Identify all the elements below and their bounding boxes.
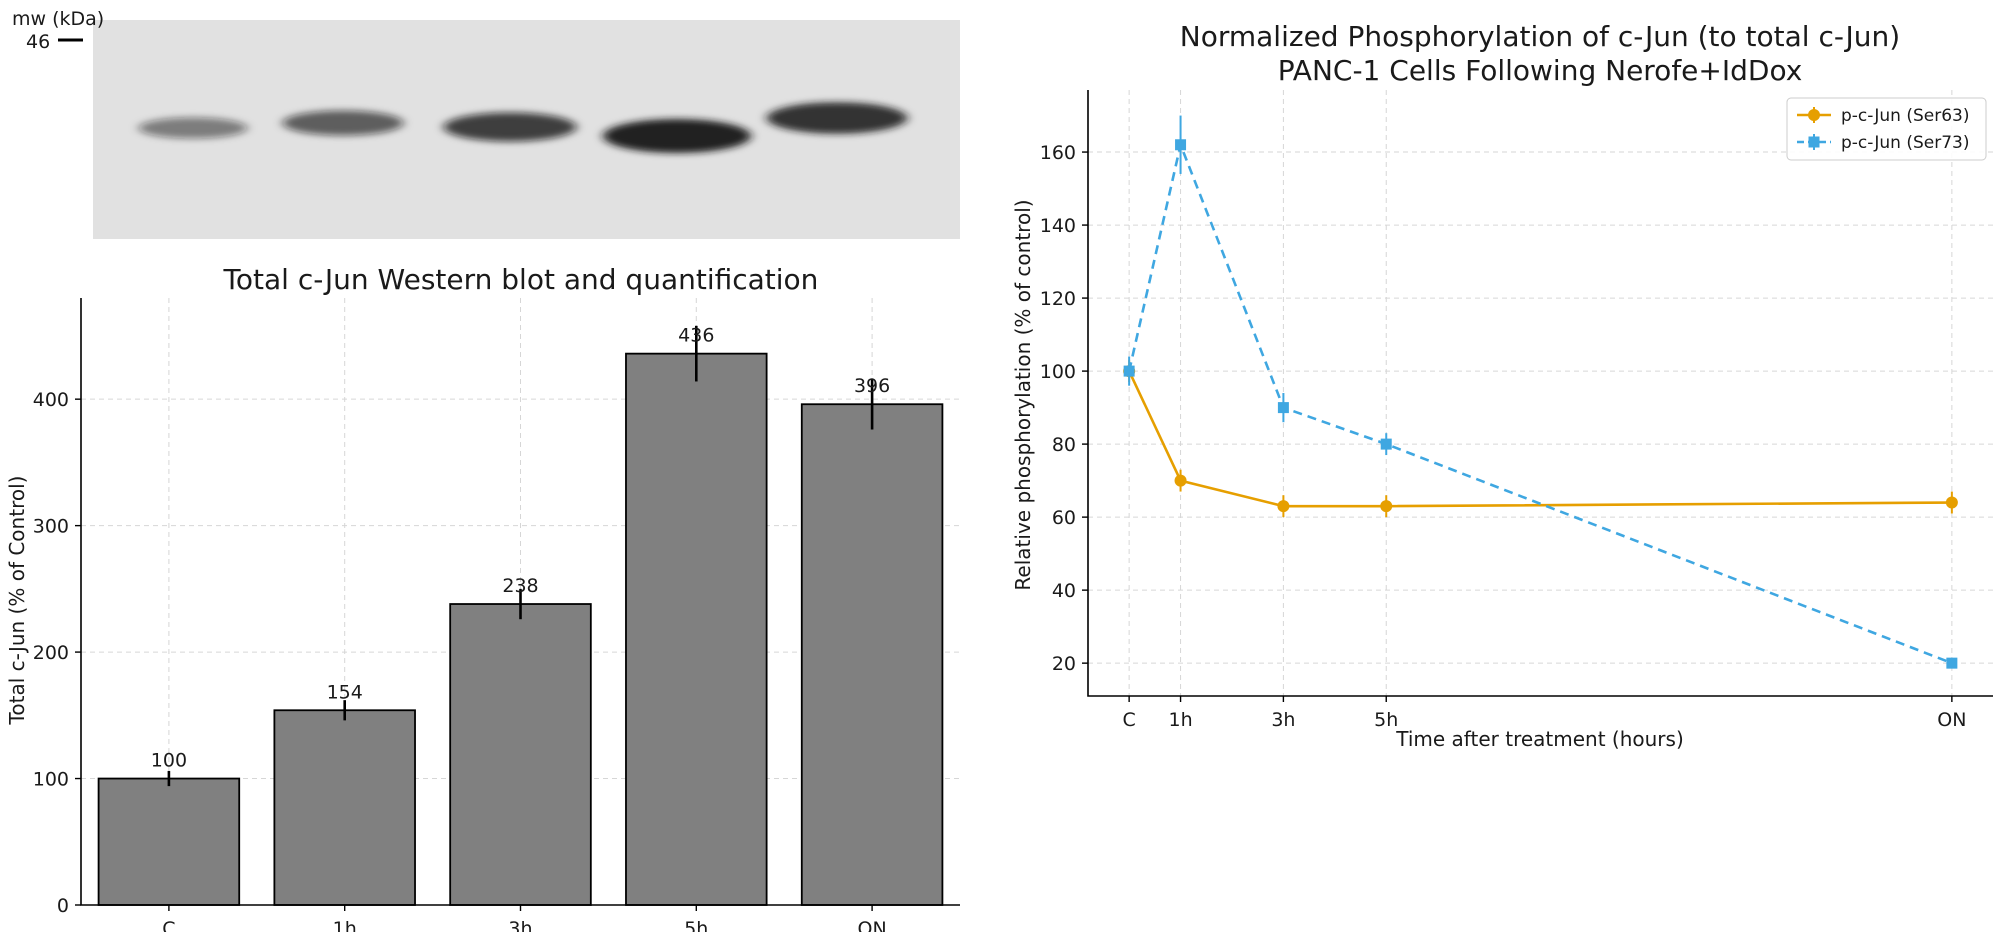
bar-x-tick-label: 1h: [333, 918, 357, 932]
line-chart-y-ticks: 20 40 60 80 100 120 140 160: [1040, 142, 1088, 675]
series-point: [1174, 474, 1187, 487]
bar-chart-total-c-jun: Total c-Jun Western blot and quantificat…: [5, 263, 960, 932]
series-point: [1277, 500, 1290, 513]
bar-x-tick-label: 5h: [684, 918, 708, 932]
bar-1h: [273, 709, 416, 906]
series-point: [1380, 500, 1393, 513]
line-chart-x-ticks: C 1h 3h 5h ON: [1122, 696, 1966, 731]
line-chart-legend: p-c-Jun (Ser63) p-c-Jun (Ser73): [1786, 97, 1987, 161]
line-x-tick-label: 1h: [1168, 709, 1192, 731]
legend-marker: [1808, 136, 1820, 148]
blot-band: [282, 110, 404, 136]
line-chart-y-axis-label: Relative phosphorylation (% of control): [1011, 199, 1035, 590]
blot-band: [603, 119, 751, 153]
bar-x-tick-label: C: [162, 918, 175, 932]
blot-bands: [138, 102, 908, 153]
bar-value-label: 396: [854, 375, 890, 397]
line-y-tick-label: 80: [1052, 434, 1076, 456]
legend-frame: [1786, 97, 1987, 161]
line-y-tick-label: 120: [1040, 288, 1076, 310]
bar-chart-y-ticks: 0 100 200 300 400: [33, 389, 81, 917]
series-ser63: [1123, 360, 1958, 518]
line-chart-phosphorylation: Normalized Phosphorylation of c-Jun (to …: [1011, 20, 1993, 751]
bar-y-tick-label: 100: [33, 769, 69, 791]
line-y-tick-label: 40: [1052, 580, 1076, 602]
legend-entry-label: p-c-Jun (Ser63): [1841, 106, 1969, 126]
series-point: [1277, 402, 1289, 414]
bar-x-tick-label: ON: [858, 918, 887, 932]
legend-marker: [1808, 109, 1820, 121]
line-x-tick-label: C: [1122, 709, 1135, 731]
bar-value-label: 436: [678, 325, 714, 347]
bar-value-label: 100: [151, 750, 187, 772]
western-blot-image: mw (kDa) 46: [12, 8, 960, 239]
bar-y-tick-label: 0: [57, 895, 69, 917]
series-line: [1127, 140, 1953, 665]
bar-chart-error-bars: [167, 325, 874, 787]
blot-band: [138, 117, 248, 139]
bar-x-tick-label: 3h: [508, 918, 532, 932]
bar-on: [800, 403, 944, 906]
series-line: [1127, 370, 1952, 508]
line-chart-series: [1123, 115, 1958, 669]
series-point: [1945, 496, 1958, 509]
bar-y-tick-label: 300: [33, 516, 69, 538]
bar-y-tick-label: 400: [33, 389, 69, 411]
line-y-tick-label: 140: [1040, 215, 1076, 237]
line-y-tick-label: 100: [1040, 361, 1076, 383]
bar-y-tick-label: 200: [33, 642, 69, 664]
bar-chart-title: Total c-Jun Western blot and quantificat…: [223, 263, 819, 296]
line-x-tick-label: 5h: [1374, 709, 1398, 731]
series-point: [1123, 365, 1135, 377]
bar-value-label: 238: [502, 575, 538, 597]
line-x-tick-label: ON: [1937, 709, 1966, 731]
bar-value-label: 154: [327, 681, 363, 703]
line-chart-subtitle: PANC-1 Cells Following Nerofe+IdDox: [1278, 54, 1803, 87]
bar-5h: [625, 352, 768, 906]
line-axis-lines: [1087, 90, 1993, 697]
series-point: [1946, 657, 1958, 669]
bar-chart-y-axis-label: Total c-Jun (% of Control): [5, 476, 29, 726]
line-y-tick-label: 160: [1040, 142, 1076, 164]
line-x-tick-label: 3h: [1271, 709, 1295, 731]
legend-entry-label: p-c-Jun (Ser73): [1841, 133, 1969, 153]
bar-3h: [449, 603, 592, 906]
blot-band: [766, 102, 908, 134]
bar-c: [97, 777, 241, 906]
mw-marker-value: 46: [26, 31, 50, 53]
line-chart-grid: [1088, 90, 1993, 696]
line-y-tick-label: 60: [1052, 507, 1076, 529]
line-chart-axes: [1087, 90, 1993, 697]
line-chart-x-axis-label: Time after treatment (hours): [1395, 727, 1684, 751]
bar-chart-value-labels: 100 154 238 436 396: [151, 325, 890, 772]
mw-label: mw (kDa): [12, 8, 104, 30]
blot-band: [443, 112, 577, 142]
bar-chart-x-ticks: C 1h 3h 5h ON: [162, 905, 887, 932]
line-chart-title: Normalized Phosphorylation of c-Jun (to …: [1180, 20, 1900, 53]
series-point: [1175, 139, 1187, 151]
line-y-tick-label: 20: [1052, 653, 1076, 675]
series-ser73: [1123, 115, 1958, 669]
series-point: [1380, 438, 1392, 450]
